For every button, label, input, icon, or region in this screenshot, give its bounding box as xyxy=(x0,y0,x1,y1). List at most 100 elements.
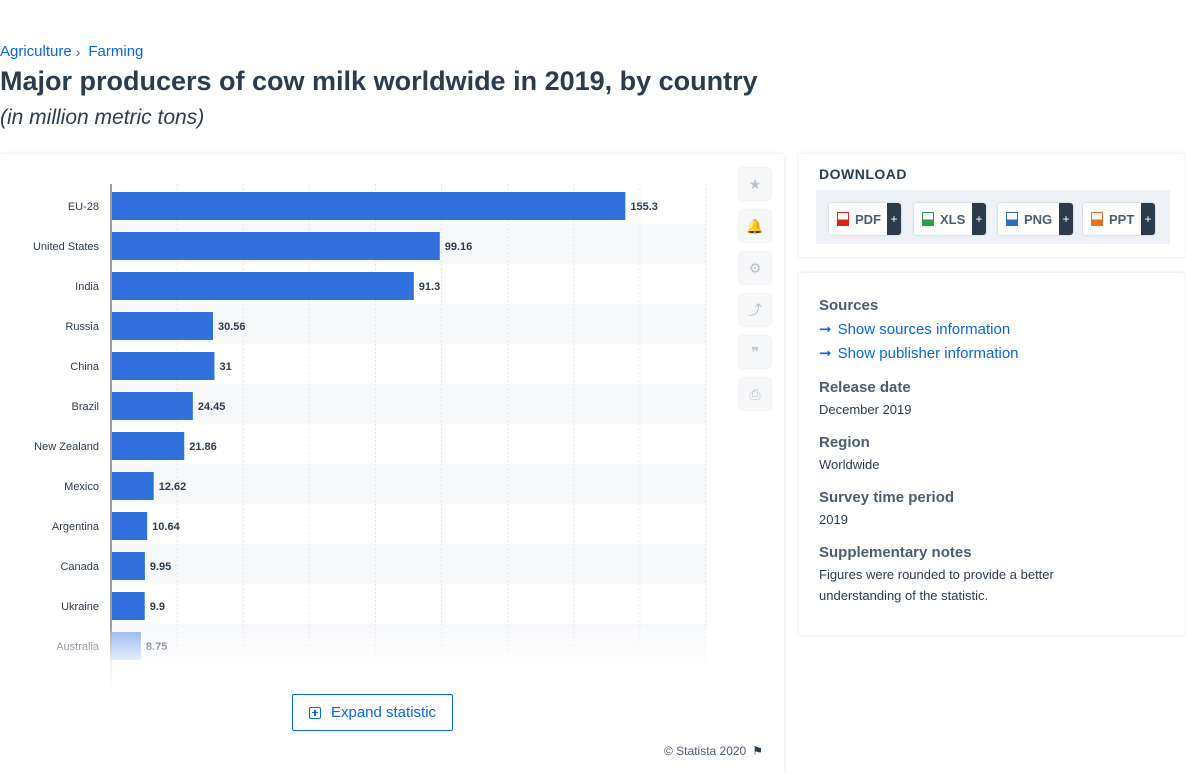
bar-china xyxy=(112,352,215,380)
data-label: 8.75 xyxy=(146,641,167,653)
breadcrumb-agriculture[interactable]: Agriculture xyxy=(0,43,72,60)
bar-new-zealand xyxy=(112,432,185,460)
download-pdf-button[interactable]: PDF + xyxy=(829,203,901,235)
data-label: 9.9 xyxy=(150,601,165,613)
breadcrumb-separator: › xyxy=(75,43,81,60)
category-label: EU-28 xyxy=(68,201,99,213)
arrow-right-icon: ➞ xyxy=(819,345,832,362)
plus-icon: + xyxy=(972,203,986,235)
share-icon: ⤴ xyxy=(748,302,762,318)
show-publisher-label: Show publisher information xyxy=(837,344,1019,362)
category-label: Australia xyxy=(56,641,100,653)
region-heading: Region xyxy=(819,434,870,451)
print-icon: ⎙ xyxy=(749,385,761,402)
survey-period-heading: Survey time period xyxy=(819,489,955,506)
show-sources-link[interactable]: ➞ Show sources information xyxy=(819,320,1011,339)
data-label: 91.3 xyxy=(419,281,440,293)
bar-mexico xyxy=(112,472,154,500)
data-label: 24.45 xyxy=(198,401,226,413)
bar-australia xyxy=(112,632,141,660)
bar-brazil xyxy=(112,392,193,420)
region-value: Worldwide xyxy=(819,457,880,472)
settings-button[interactable]: ⚙ xyxy=(739,252,771,284)
download-png-label: PNG xyxy=(1024,211,1053,227)
copyright-text: © Statista 2020 xyxy=(664,744,747,758)
data-label: 12.62 xyxy=(159,481,187,493)
download-ppt-label: PPT xyxy=(1109,211,1135,227)
download-ppt-button[interactable]: PPT + xyxy=(1083,203,1155,235)
bar-russia xyxy=(112,312,214,340)
plus-icon: + xyxy=(1141,203,1155,235)
row-band xyxy=(111,624,706,664)
statistic-info-card: Sources ➞ Show sources information ➞ Sho… xyxy=(799,273,1185,635)
bar-chart: EU-28 155.3 United States 99.16 India 91.3 Rus… xyxy=(33,184,707,694)
data-label: 99.16 xyxy=(445,241,473,253)
favorite-button[interactable]: ★ xyxy=(739,168,771,200)
ppt-file-icon xyxy=(1091,212,1103,226)
data-label: 30.56 xyxy=(218,321,246,333)
row-band xyxy=(111,464,706,504)
expand-statistic-button[interactable]: Expand statistic xyxy=(292,694,453,731)
print-button[interactable]: ⎙ xyxy=(739,378,771,410)
download-xls-button[interactable]: XLS + xyxy=(914,203,986,235)
chart-card: EU-28 155.3 United States 99.16 India 91.3 Rus… xyxy=(0,154,784,774)
data-label: 21.86 xyxy=(189,441,217,453)
data-label: 155.3 xyxy=(630,201,658,213)
breadcrumb: Agriculture › Farming xyxy=(0,43,143,60)
plus-icon: + xyxy=(887,203,901,235)
release-date-value: December 2019 xyxy=(819,402,912,417)
category-label: India xyxy=(75,281,100,293)
download-title: DOWNLOAD xyxy=(819,166,907,182)
show-sources-label: Show sources information xyxy=(837,320,1011,338)
bar-canada xyxy=(112,552,145,580)
arrow-right-icon: ➞ xyxy=(819,321,832,338)
survey-period-value: 2019 xyxy=(819,512,848,527)
breadcrumb-farming[interactable]: Farming xyxy=(88,43,144,60)
release-date-heading: Release date xyxy=(819,379,911,396)
bell-icon: 🔔 xyxy=(746,217,764,234)
data-label: 10.64 xyxy=(152,521,180,533)
expand-statistic-label: Expand statistic xyxy=(330,704,437,721)
category-label: United States xyxy=(33,241,100,253)
notification-button[interactable]: 🔔 xyxy=(739,210,771,242)
plus-icon: + xyxy=(1059,203,1073,235)
bar-ukraine xyxy=(112,592,145,620)
category-label: China xyxy=(70,361,100,373)
row-band xyxy=(111,544,706,584)
png-file-icon xyxy=(1006,212,1018,226)
download-xls-label: XLS xyxy=(940,211,966,227)
bar-united-states xyxy=(112,232,440,260)
category-label: Mexico xyxy=(64,481,99,493)
category-label: Canada xyxy=(60,561,99,573)
quote-icon: ❞ xyxy=(751,343,759,360)
star-icon: ★ xyxy=(748,175,762,192)
gear-icon: ⚙ xyxy=(748,259,762,276)
share-button[interactable]: ⤴ xyxy=(739,294,771,326)
bar-argentina xyxy=(112,512,148,540)
download-card: DOWNLOAD PDF + XLS + PNG + PPT + xyxy=(799,154,1185,257)
pdf-file-icon xyxy=(837,212,849,226)
supplementary-notes-heading: Supplementary notes xyxy=(819,544,972,561)
category-label: Ukraine xyxy=(61,601,99,613)
bar-eu-28 xyxy=(112,192,626,220)
show-publisher-link[interactable]: ➞ Show publisher information xyxy=(819,344,1019,363)
expand-icon xyxy=(308,706,321,719)
copyright: © Statista 2020 ⚑ xyxy=(664,744,763,758)
data-label: 9.95 xyxy=(150,561,171,573)
xls-file-icon xyxy=(922,212,934,226)
chart-tools: ★ 🔔 ⚙ ⤴ ❞ ⎙ xyxy=(739,168,771,420)
cite-button[interactable]: ❞ xyxy=(739,336,771,368)
bar-india xyxy=(112,272,414,300)
sources-heading: Sources xyxy=(819,297,879,314)
supplementary-notes-value: Figures were rounded to provide a better… xyxy=(819,567,1054,603)
download-pdf-label: PDF xyxy=(855,211,881,227)
category-label: Argentina xyxy=(52,521,100,533)
category-label: Russia xyxy=(65,321,100,333)
flag-icon[interactable]: ⚑ xyxy=(752,744,763,758)
data-label: 31 xyxy=(219,361,231,373)
page-subtitle: (in million metric tons) xyxy=(0,106,205,129)
category-label: Brazil xyxy=(71,401,99,413)
page-title: Major producers of cow milk worldwide in… xyxy=(0,66,758,96)
category-label: New Zealand xyxy=(34,441,99,453)
download-png-button[interactable]: PNG + xyxy=(998,203,1073,235)
